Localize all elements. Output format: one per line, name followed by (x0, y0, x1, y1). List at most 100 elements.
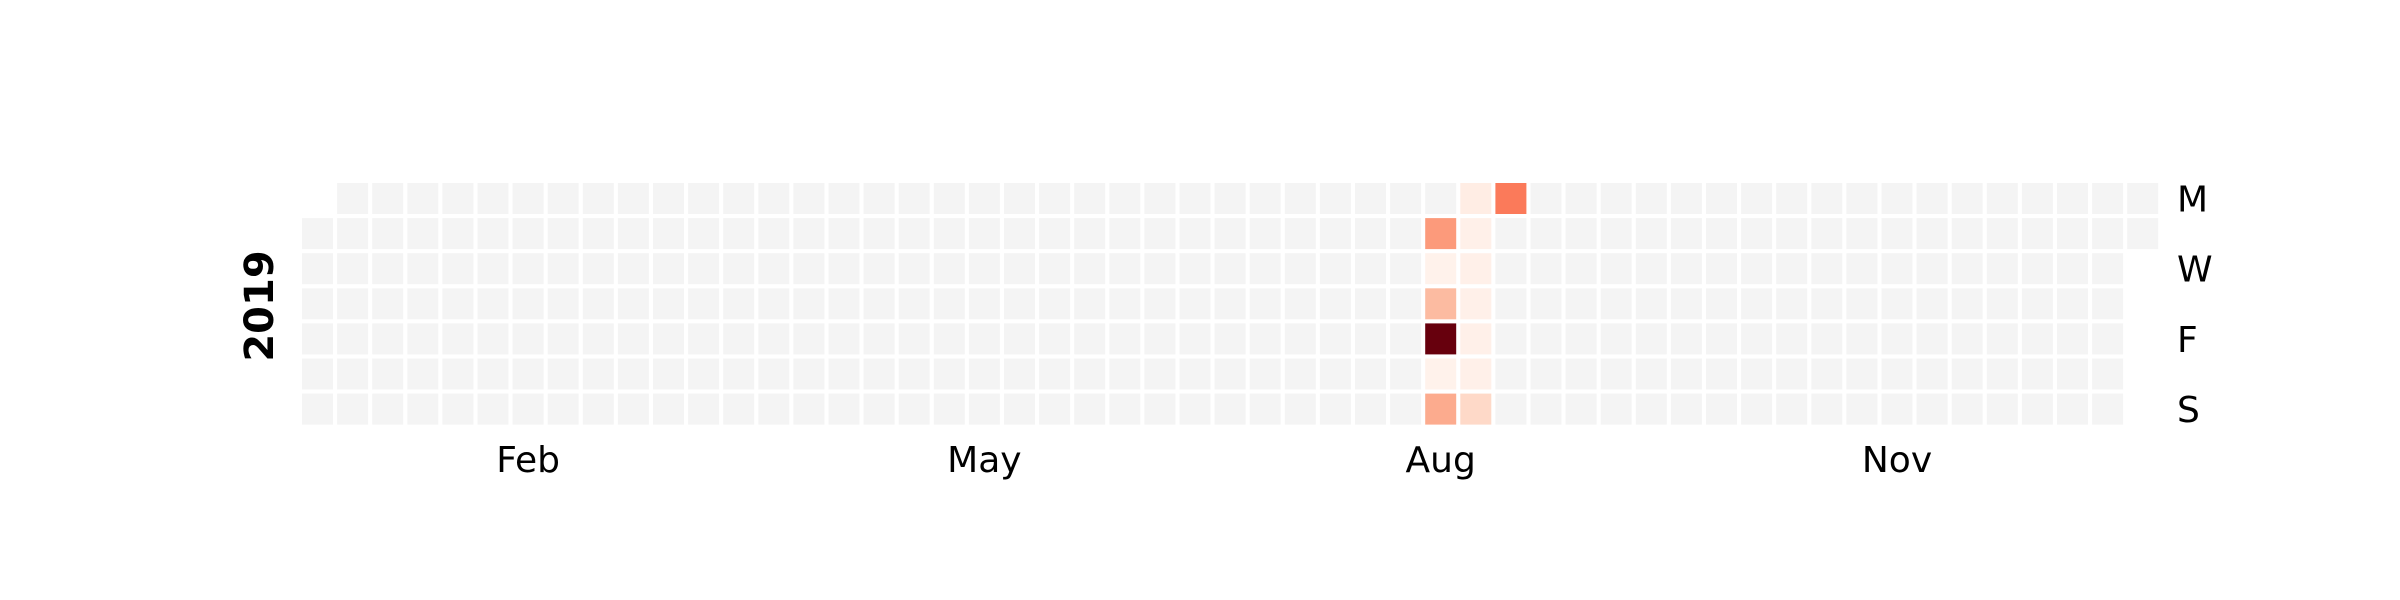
heatmap-cell-2019-01-29 (442, 218, 474, 250)
heatmap-cell-2019-03-23 (688, 358, 720, 390)
heatmap-cell-2019-07-25 (1319, 288, 1351, 320)
heatmap-cell-2019-02-21 (547, 288, 579, 320)
heatmap-cell-2019-02-06 (477, 253, 509, 285)
heatmap-cell-2019-06-14 (1109, 323, 1141, 355)
heatmap-cell-2019-01-21 (407, 183, 439, 214)
heatmap-cell-2019-04-05 (758, 323, 790, 355)
heatmap-cell-2019-10-29 (1811, 218, 1843, 250)
heatmap-cell-2019-05-22 (1004, 253, 1035, 285)
heatmap-cell-2019-08-29 (1495, 288, 1527, 320)
heatmap-cell-2019-07-18 (1284, 288, 1316, 320)
heatmap-cell-2019-07-11 (1249, 288, 1281, 320)
heatmap-cell-2019-05-27 (1039, 183, 1071, 214)
heatmap-cell-2019-07-07 (1214, 393, 1246, 425)
heatmap-cell-2019-09-14 (1565, 358, 1597, 390)
heatmap-cell-2019-07-10 (1249, 253, 1281, 285)
heatmap-cell-2019-10-22 (1776, 218, 1808, 250)
heatmap-cell-2019-08-19 (1460, 183, 1492, 214)
heatmap-cell-2019-10-16 (1741, 253, 1773, 285)
heatmap-cell-2019-06-08 (1074, 358, 1106, 390)
heatmap-cell-2019-02-20 (547, 253, 579, 285)
heatmap-cell-2019-01-13 (337, 393, 369, 425)
heatmap-cell-2019-04-07 (758, 393, 790, 425)
heatmap-cell-2019-01-01 (302, 218, 333, 250)
heatmap-cell-2019-11-22 (1916, 323, 1948, 355)
heatmap-cell-2019-05-02 (898, 288, 930, 320)
heatmap-cell-2019-07-26 (1319, 323, 1351, 355)
heatmap-cell-2019-05-12 (933, 393, 965, 425)
heatmap-cell-2019-10-20 (1741, 393, 1773, 425)
heatmap-cell-2019-11-09 (1846, 358, 1878, 390)
heatmap-cell-2019-12-09 (2021, 183, 2053, 214)
heatmap-cell-2019-03-02 (582, 358, 614, 390)
heatmap-cell-2019-06-21 (1144, 323, 1176, 355)
heatmap-cell-2019-03-03 (582, 393, 614, 425)
heatmap-cell-2019-06-04 (1074, 218, 1106, 250)
heatmap-cell-2019-04-15 (828, 183, 860, 214)
heatmap-cell-2019-09-09 (1565, 183, 1597, 214)
heatmap-cell-2019-04-20 (828, 358, 860, 390)
heatmap-cell-2019-06-12 (1109, 253, 1141, 285)
heatmap-cell-2019-12-24 (2092, 218, 2124, 250)
heatmap-cell-2019-05-03 (898, 323, 930, 355)
heatmap-cell-2019-05-06 (933, 183, 965, 214)
heatmap-cell-2019-11-05 (1846, 218, 1878, 250)
heatmap-cell-2019-05-09 (933, 288, 965, 320)
heatmap-cell-2019-06-18 (1144, 218, 1176, 250)
heatmap-cell-2019-08-13 (1425, 218, 1457, 250)
heatmap-cell-2019-03-14 (653, 288, 684, 320)
heatmap-cell-2019-10-03 (1670, 288, 1702, 320)
day-label-s: S (2177, 390, 2200, 431)
heatmap-cell-2019-09-01 (1495, 393, 1527, 425)
heatmap-cell-2019-06-29 (1179, 358, 1211, 390)
heatmap-cell-2019-09-19 (1600, 288, 1632, 320)
heatmap-cell-2019-10-25 (1776, 323, 1808, 355)
heatmap-cell-2019-10-15 (1741, 218, 1773, 250)
heatmap-cell-2019-08-21 (1460, 253, 1492, 285)
heatmap-cell-2019-06-19 (1144, 253, 1176, 285)
heatmap-cell-2019-01-07 (337, 183, 369, 214)
heatmap-cell-2019-12-14 (2021, 358, 2053, 390)
heatmap-cell-2019-10-18 (1741, 323, 1773, 355)
heatmap-cell-2019-01-20 (372, 393, 404, 425)
heatmap-cell-2019-03-08 (617, 323, 649, 355)
heatmap-cell-2019-04-24 (863, 253, 895, 285)
heatmap-cell-2019-02-11 (512, 183, 544, 214)
heatmap-cell-2019-07-23 (1319, 218, 1351, 250)
heatmap-cell-2019-09-30 (1670, 183, 1702, 214)
heatmap-cell-2019-03-18 (688, 183, 720, 214)
heatmap-cell-2019-01-03 (302, 288, 333, 320)
heatmap-cell-2019-04-23 (863, 218, 895, 250)
heatmap-cell-2019-03-05 (617, 218, 649, 250)
heatmap-cell-2019-01-18 (372, 323, 404, 355)
heatmap-cell-2019-01-02 (302, 253, 333, 285)
heatmap-cell-2019-02-22 (547, 323, 579, 355)
heatmap-cell-2019-05-28 (1039, 218, 1071, 250)
heatmap-cell-2019-09-10 (1565, 218, 1597, 250)
heatmap-cell-2019-05-25 (1004, 358, 1035, 390)
heatmap-cell-2019-04-16 (828, 218, 860, 250)
heatmap-cell-2019-10-17 (1741, 288, 1773, 320)
heatmap-cell-2019-07-16 (1284, 218, 1316, 250)
heatmap-cell-2019-09-22 (1600, 393, 1632, 425)
heatmap-cell-2019-01-27 (407, 393, 439, 425)
heatmap-cell-2019-10-01 (1670, 218, 1702, 250)
heatmap-cell-2019-06-22 (1144, 358, 1176, 390)
heatmap-cell-2019-02-10 (477, 393, 509, 425)
heatmap-cell-2019-05-19 (968, 393, 1000, 425)
heatmap-cell-2019-07-05 (1214, 323, 1246, 355)
heatmap-cell-2019-07-13 (1249, 358, 1281, 390)
heatmap-cell-2019-11-28 (1951, 288, 1983, 320)
heatmap-cell-2019-03-19 (688, 218, 720, 250)
heatmap-cell-2019-06-02 (1039, 393, 1071, 425)
heatmap-cell-2019-01-25 (407, 323, 439, 355)
heatmap-cell-2019-05-16 (968, 288, 1000, 320)
heatmap-cell-2019-06-28 (1179, 323, 1211, 355)
heatmap-cell-2019-11-01 (1811, 323, 1843, 355)
heatmap-cell-2019-04-12 (793, 323, 825, 355)
heatmap-cell-2019-04-22 (863, 183, 895, 214)
heatmap-cell-2019-02-03 (442, 393, 474, 425)
month-label-feb: Feb (496, 440, 560, 481)
heatmap-cell-2019-07-30 (1355, 218, 1386, 250)
heatmap-cell-2019-01-30 (442, 253, 474, 285)
